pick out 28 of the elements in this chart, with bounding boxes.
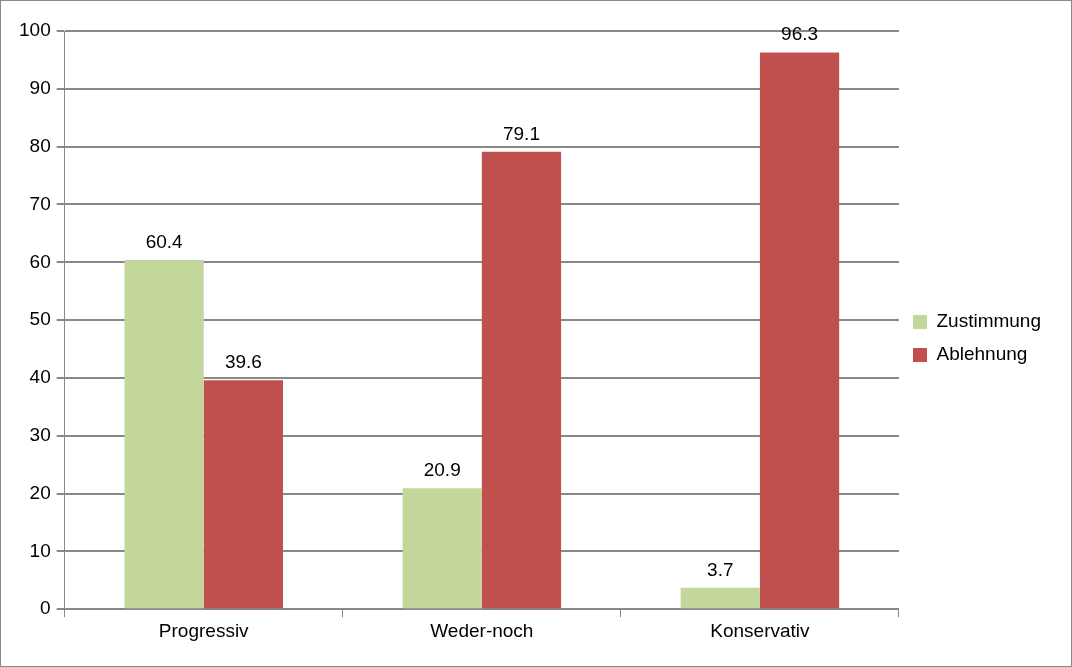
bar (759, 52, 840, 609)
x-tick-label: Progressiv (158, 619, 250, 641)
y-tick-label: 100 (19, 19, 51, 41)
data-label: 39.6 (224, 350, 262, 372)
data-label: 60.4 (145, 230, 184, 252)
y-tick-label: 40 (29, 366, 51, 388)
y-tick-label: 0 (40, 597, 51, 619)
legend-label: Zustimmung (936, 310, 1041, 332)
x-tick-label: Weder-noch (430, 619, 534, 641)
legend-label: Ablehnung (936, 343, 1028, 365)
y-tick-label: 10 (29, 539, 51, 561)
data-label: 3.7 (707, 558, 734, 580)
data-label: 79.1 (502, 122, 540, 144)
y-tick-label: 60 (29, 250, 51, 272)
y-tick-label: 50 (29, 308, 51, 330)
data-label: 20.9 (423, 459, 461, 481)
data-label: 96.3 (781, 23, 819, 45)
y-tick-label: 20 (29, 481, 51, 503)
x-tick-label: Konservativ (710, 619, 811, 641)
y-tick-label: 30 (29, 423, 51, 445)
y-tick-label: 80 (29, 134, 51, 156)
y-tick-label: 70 (29, 192, 51, 214)
bar (203, 380, 283, 609)
bar (481, 151, 562, 609)
y-tick-label: 90 (29, 77, 51, 99)
bar (402, 488, 482, 609)
bar (124, 259, 204, 609)
bar (680, 587, 760, 609)
